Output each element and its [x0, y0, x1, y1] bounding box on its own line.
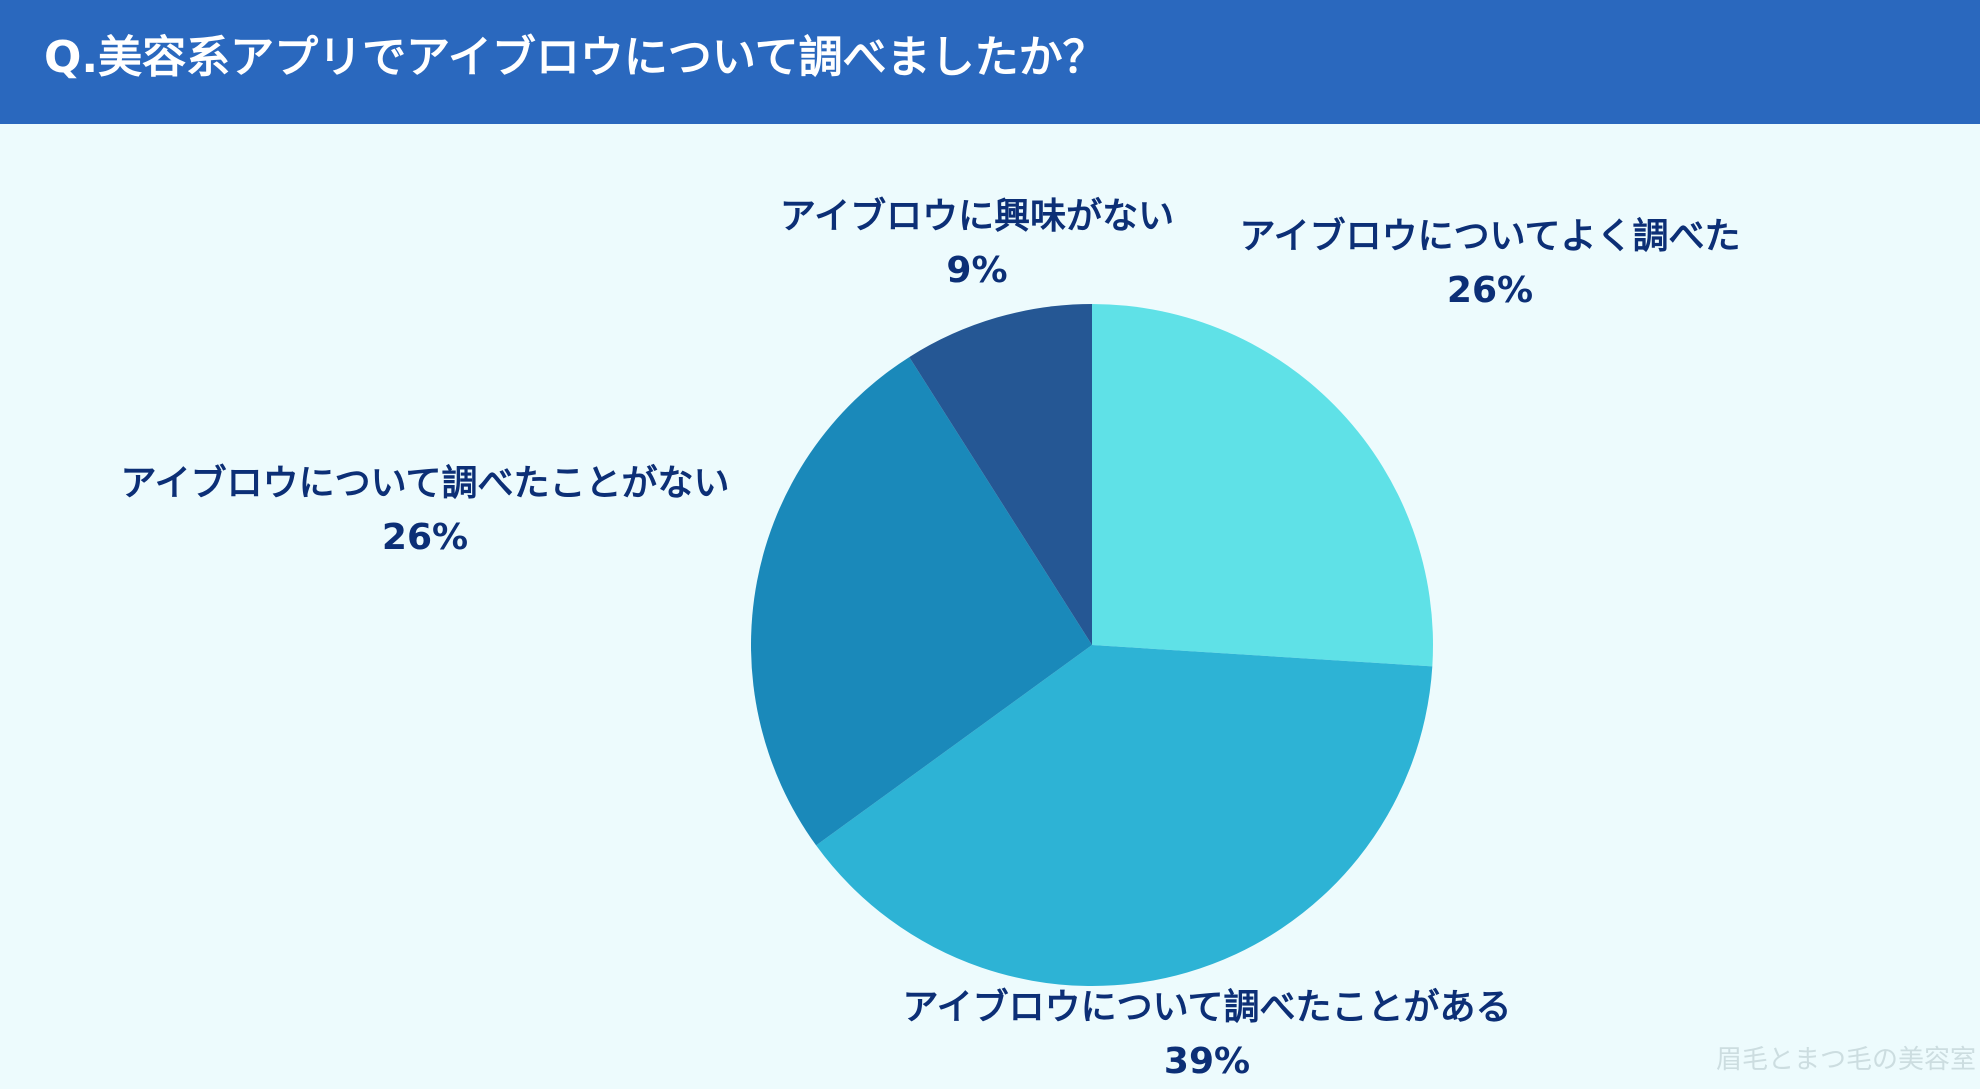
- watermark-text: 眉毛とまつ毛の美容室: [1715, 1045, 1976, 1075]
- slice-label-text: アイブロウに興味がない: [779, 196, 1175, 237]
- pie-slice-not-interested: [909, 304, 1092, 645]
- slice-label-value: 9%: [946, 250, 1008, 291]
- pie-slice-never-studied: [751, 357, 1092, 846]
- slice-label-not-interested: アイブロウに興味がない 9%: [780, 190, 1174, 298]
- slice-label-value: 39%: [1163, 1041, 1251, 1082]
- chart-question-title: Q.美容系アプリでアイブロウについて調べましたか？: [44, 32, 1107, 83]
- slice-label-value: 26%: [381, 517, 469, 558]
- slice-label-text: アイブロウについてよく調べた: [1239, 216, 1741, 257]
- pie-slice-has-studied: [816, 645, 1433, 987]
- slice-label-never-studied: アイブロウについて調べたことがない 26%: [120, 457, 729, 565]
- slice-label-has-studied: アイブロウについて調べたことがある 39%: [902, 981, 1511, 1089]
- slice-label-text: アイブロウについて調べたことがない: [120, 463, 730, 504]
- slice-label-value: 26%: [1446, 270, 1534, 311]
- header-bar: Q.美容系アプリでアイブロウについて調べましたか？: [0, 0, 1980, 124]
- slice-label-text: アイブロウについて調べたことがある: [902, 987, 1512, 1028]
- slice-label-studied-well: アイブロウについてよく調べた 26%: [1239, 210, 1740, 318]
- pie-slice-studied-well: [1092, 304, 1433, 667]
